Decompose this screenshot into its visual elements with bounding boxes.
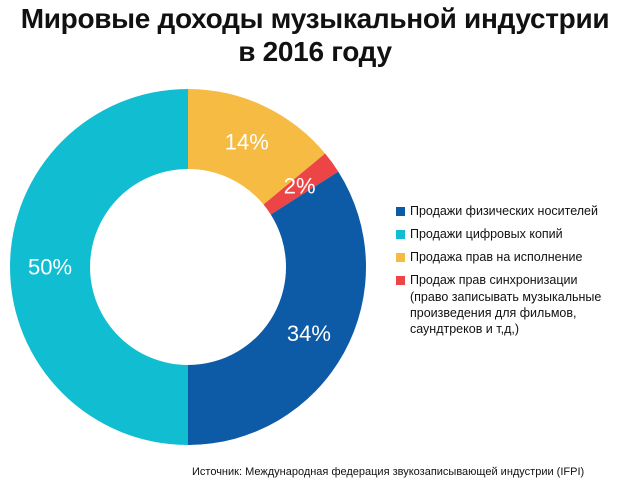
slice-label-sync: 2% xyxy=(284,173,316,198)
legend-item-sync: Продаж прав синхронизации (право записыв… xyxy=(396,272,626,337)
chart-title-line-2: в 2016 году xyxy=(238,36,392,67)
legend-swatch-digital xyxy=(396,230,405,239)
legend-label-performance: Продажа прав на исполнение xyxy=(410,250,583,264)
legend-item-performance: Продажа прав на исполнение xyxy=(396,249,626,265)
legend-item-digital: Продажи цифровых копий xyxy=(396,226,626,242)
donut-slice-performance xyxy=(188,89,326,205)
donut-slice-digital xyxy=(10,89,188,445)
slice-label-performance: 14% xyxy=(225,130,269,155)
donut-slices xyxy=(10,89,367,445)
chart-title-line-1: Мировые доходы музыкальной индустрии xyxy=(20,3,610,34)
legend-label-sync: Продаж прав синхронизации xyxy=(410,273,578,287)
legend-label-digital: Продажи цифровых копий xyxy=(410,227,563,241)
chart-legend: Продажи физических носителей Продажи циф… xyxy=(396,203,626,344)
donut-slice-labels: 14% 2% 34% 50% xyxy=(28,130,331,346)
source-note: Источник: Международная федерация звукоз… xyxy=(192,466,585,478)
legend-swatch-performance xyxy=(396,253,405,262)
slice-label-digital: 50% xyxy=(28,255,72,280)
legend-note-sync: (право записывать музыкальные произведен… xyxy=(410,290,602,336)
chart-title: Мировые доходы музыкальной индустрии в 2… xyxy=(0,2,630,68)
slice-label-physical: 34% xyxy=(287,321,331,346)
legend-label-physical: Продажи физических носителей xyxy=(410,204,598,218)
legend-swatch-sync xyxy=(396,276,405,285)
legend-item-physical: Продажи физических носителей xyxy=(396,203,626,219)
legend-swatch-physical xyxy=(396,207,405,216)
donut-slice-physical xyxy=(188,171,367,445)
donut-slice-sync xyxy=(263,153,339,215)
